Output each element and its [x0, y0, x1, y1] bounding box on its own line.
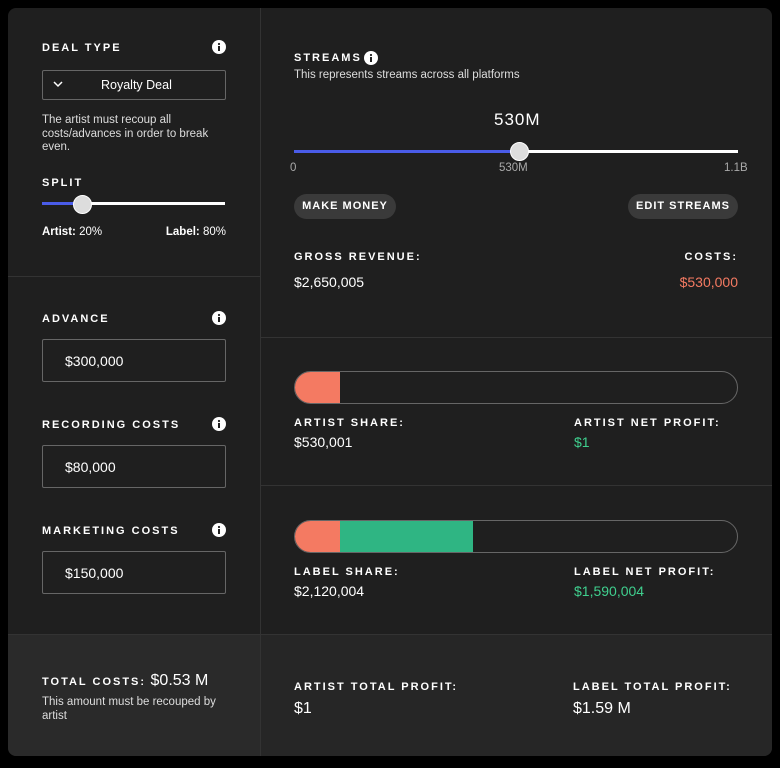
slider-track	[82, 202, 225, 205]
description: This represents streams across all platf…	[294, 69, 520, 81]
label: DEAL TYPE	[42, 42, 122, 54]
info-icon[interactable]	[212, 417, 226, 431]
divider	[260, 485, 772, 486]
text: 20%	[79, 226, 103, 238]
artist-bar	[294, 371, 738, 404]
label: ARTIST TOTAL PROFIT:	[294, 681, 459, 693]
divider	[8, 634, 772, 635]
dropdown-value: Royalty Deal	[101, 78, 172, 92]
mid-label: 530M	[499, 162, 528, 174]
label: RECORDING COSTS	[42, 419, 181, 431]
value: $2,120,004	[294, 583, 365, 599]
bar-segment	[295, 372, 340, 403]
input[interactable]: $150,000	[42, 551, 226, 594]
value: $1	[294, 700, 312, 717]
chevron	[53, 81, 63, 88]
bar-segment	[340, 521, 473, 552]
divider	[8, 276, 260, 277]
min-label: 0	[290, 162, 297, 174]
value: $1.59 M	[573, 700, 631, 717]
label: STREAMS	[294, 52, 362, 64]
slider-track	[519, 150, 738, 153]
input-value: $300,000	[65, 353, 124, 369]
bar-segment	[295, 521, 340, 552]
bottom-left-bg	[8, 634, 260, 756]
input[interactable]: $80,000	[42, 445, 226, 488]
text: Artist:	[42, 226, 76, 238]
value: $530,001	[294, 434, 353, 450]
info-icon[interactable]	[212, 311, 226, 325]
description: The artist must recoup all costs/advance…	[42, 114, 209, 153]
note: This amount must be recouped by artist	[42, 696, 216, 722]
label: MARKETING COSTS	[42, 525, 180, 537]
info-icon[interactable]	[364, 51, 378, 65]
current-value: 530M	[494, 110, 541, 129]
button[interactable]: EDIT STREAMS	[628, 194, 738, 219]
input-value: $80,000	[65, 459, 116, 475]
value: $0.53 M	[150, 672, 209, 689]
bottom-right-bg	[260, 634, 772, 756]
slider-thumb[interactable]	[510, 142, 529, 161]
label: TOTAL COSTS:	[42, 676, 147, 688]
divider	[260, 8, 261, 756]
label: ADVANCE	[42, 313, 110, 325]
label: LABEL NET PROFIT:	[574, 566, 716, 578]
value: $530,000	[679, 274, 738, 290]
info-icon[interactable]	[212, 40, 226, 54]
slider-fill	[42, 202, 82, 205]
label: LABEL SHARE:	[294, 566, 400, 578]
input[interactable]: $300,000	[42, 339, 226, 382]
value: $2,650,005	[294, 274, 365, 290]
slider-thumb[interactable]	[73, 195, 92, 214]
slider-fill	[294, 150, 519, 153]
divider	[260, 337, 772, 338]
value: $1	[574, 434, 590, 450]
input-value: $150,000	[65, 565, 124, 581]
button[interactable]: MAKE MONEY	[294, 194, 396, 219]
text: Label:	[165, 226, 200, 238]
label: LABEL TOTAL PROFIT:	[573, 681, 732, 693]
label-bar	[294, 520, 738, 553]
calculator: DEAL TYPE Royalty Deal The artist must r…	[8, 8, 772, 756]
text: 80%	[202, 226, 226, 238]
label: COSTS:	[684, 251, 738, 263]
value: $1,590,004	[574, 583, 645, 599]
info-icon[interactable]	[212, 523, 226, 537]
max-label: 1.1B	[724, 162, 748, 174]
label: ARTIST SHARE:	[294, 417, 405, 429]
label: SPLIT	[42, 177, 84, 189]
label: ARTIST NET PROFIT:	[574, 417, 721, 429]
label: GROSS REVENUE:	[294, 251, 422, 263]
dropdown[interactable]: Royalty Deal	[42, 70, 226, 100]
